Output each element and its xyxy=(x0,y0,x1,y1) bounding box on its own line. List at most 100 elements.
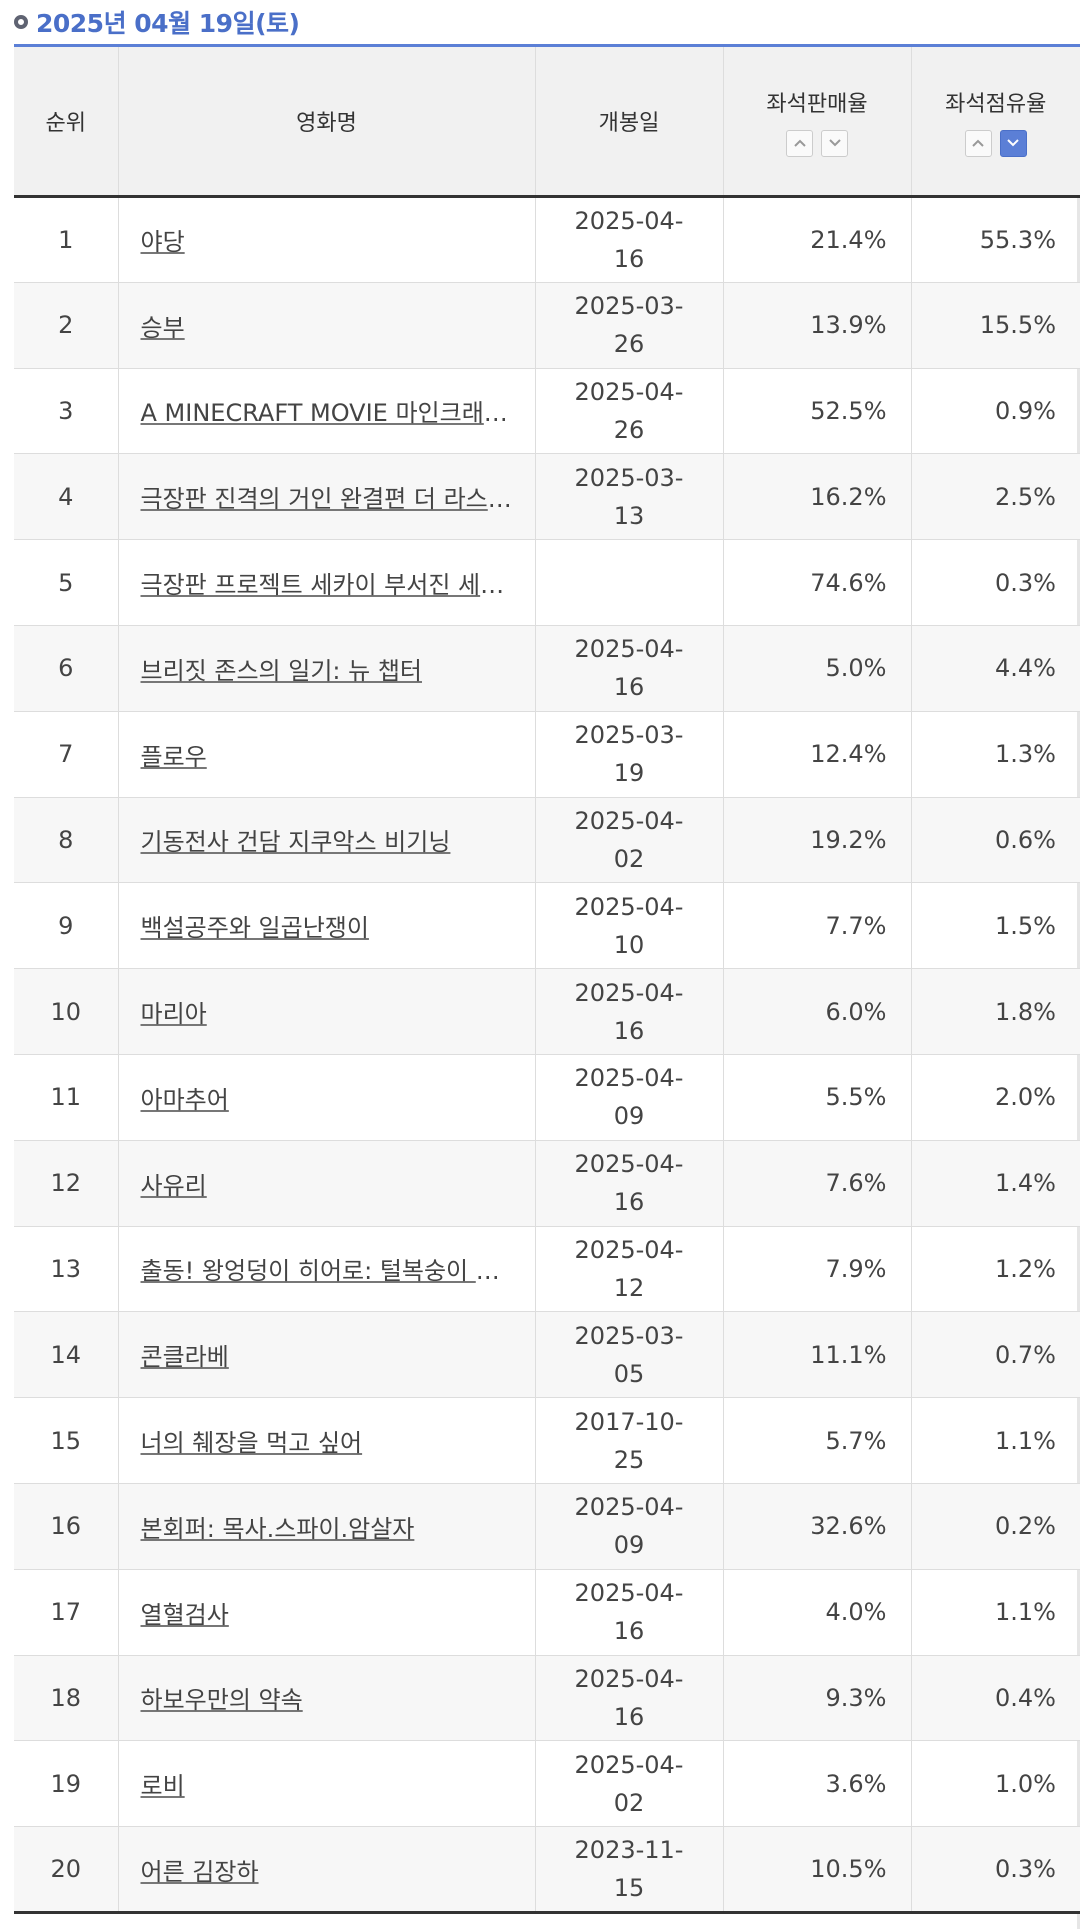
movie-title-link[interactable]: 아마추어 xyxy=(140,1085,229,1114)
table-row: 18 하보우만의 약속 2025-04-16 9.3% 0.4% xyxy=(14,1655,1080,1741)
release-date-cell: 2025-03-19 xyxy=(535,711,724,798)
column-header-rank: 순위 xyxy=(14,45,119,197)
movie-title-link[interactable]: 콘클라베 xyxy=(140,1343,229,1372)
release-date-cell: 2025-04-16 xyxy=(535,625,724,712)
rank-cell: 2 xyxy=(14,282,119,369)
movie-title-link[interactable]: 기동전사 건담 지쿠악스 비기닝 xyxy=(140,828,451,857)
table-row: 4 극장판 진격의 거인 완결편 더 라스트 어택 2025-03-13 16.2% 2… xyxy=(14,453,1080,540)
seat-sales-rate-cell: 12.4% xyxy=(723,711,912,798)
release-date-cell: 2025-04-02 xyxy=(535,1740,724,1827)
release-date-cell: 2017-10-25 xyxy=(535,1397,724,1484)
table-row: 3 A MINECRAFT MOVIE 마인크래프트 무비2025-04-2652… xyxy=(14,368,1080,454)
table-row: 20 어른 김장하 2023-11-15 10.5% 0.3% xyxy=(14,1826,1080,1913)
occupancy-sort-controls xyxy=(913,129,1080,157)
movie-title-link[interactable]: A MINECRAFT MOVIE 마인크래프트 무비 xyxy=(140,399,535,428)
seat-sales-rate-cell: 7.6% xyxy=(723,1140,912,1227)
release-date-cell: 2025-03-05 xyxy=(535,1311,724,1398)
movie-title-link[interactable]: 백설공주와 일곱난쟁이 xyxy=(140,914,369,943)
seat-sales-rate-cell: 11.1% xyxy=(723,1311,912,1398)
seat-sales-rate-cell: 19.2% xyxy=(723,797,912,883)
sort-asc-chevron-up-icon[interactable] xyxy=(964,129,992,157)
sort-desc-chevron-down-icon[interactable] xyxy=(821,129,848,157)
movie-title-link[interactable]: 극장판 진격의 거인 완결편 더 라스트 어택 xyxy=(140,485,535,514)
movie-title-link[interactable]: 브리짓 존스의 일기: 뉴 챕터 xyxy=(140,656,422,685)
table-row: 13 출동! 왕엉덩이 히어로: 털복숭이 꼬마 엉덩이2025-04-127.9… xyxy=(14,1226,1080,1312)
movie-title-link[interactable]: 출동! 왕엉덩이 히어로: 털복숭이 꼬마 엉덩이 xyxy=(140,1257,535,1286)
sort-asc-chevron-up-icon[interactable] xyxy=(786,129,813,157)
movie-title-link[interactable]: 사유리 xyxy=(140,1171,207,1200)
page-title: 2025년 04월 19일(토) xyxy=(36,9,300,38)
movie-title-link[interactable]: 어른 김장하 xyxy=(140,1857,259,1886)
release-date-cell: 2025-04-16 xyxy=(535,196,724,283)
seat-occupancy-rate-cell: 55.3% xyxy=(979,225,1056,254)
rank-cell: 17 xyxy=(14,1569,119,1656)
seat-sales-rate-cell: 6.0% xyxy=(723,968,912,1055)
table-body: 1 야당 2025-04-16 21.4% 55.3% 2 승부 2025-03-26 13.9… xyxy=(14,196,1080,1913)
seat-occupancy-rate-cell: 1.8% xyxy=(995,997,1056,1026)
release-date-cell xyxy=(535,539,724,626)
movie-title-link[interactable]: 본회퍼: 목사.스파이.암살자 xyxy=(140,1514,415,1543)
title-cell: 하보우만의 약속 xyxy=(118,1655,536,1741)
title-cell: 야당 xyxy=(118,196,536,283)
title-cell: 열혈검사 xyxy=(118,1569,536,1656)
rank-cell: 19 xyxy=(14,1740,119,1827)
movie-title-link[interactable]: 플로우 xyxy=(140,742,207,771)
release-date-cell: 2025-04-16 xyxy=(535,1655,724,1741)
title-cell: 사유리 xyxy=(118,1140,536,1227)
seat-sales-rate-cell: 74.6% xyxy=(723,539,912,626)
title-cell: 극장판 프로젝트 세카이 부서진 세카이와 전해지지 않는 미쿠의 노래 xyxy=(118,539,536,626)
rank-cell: 6 xyxy=(14,625,119,712)
movie-title-link[interactable]: 야당 xyxy=(140,228,185,257)
movie-title-link[interactable]: 로비 xyxy=(140,1772,185,1801)
rank-cell: 9 xyxy=(14,882,119,969)
release-date-cell: 2025-04-26 xyxy=(535,368,724,454)
seat-occupancy-rate-cell: 0.6% xyxy=(995,825,1056,854)
movie-title-link[interactable]: 너의 췌장을 먹고 싶어 xyxy=(140,1429,363,1458)
table-row: 17 열혈검사 2025-04-16 4.0% 1.1% xyxy=(14,1569,1080,1656)
table-row: 19 로비 2025-04-02 3.6% 1.0% xyxy=(14,1740,1080,1827)
rank-cell: 18 xyxy=(14,1655,119,1741)
table-row: 11 아마추어 2025-04-09 5.5% 2.0% xyxy=(14,1054,1080,1141)
title-cell: 마리아 xyxy=(118,968,536,1055)
rank-cell: 14 xyxy=(14,1311,119,1398)
sort-desc-chevron-down-icon[interactable] xyxy=(999,129,1027,157)
rank-cell: 13 xyxy=(14,1226,119,1312)
seat-sales-rate-cell: 3.6% xyxy=(723,1740,912,1827)
seat-occupancy-rate-cell: 1.1% xyxy=(995,1598,1056,1627)
seat-occupancy-rate-cell: 15.5% xyxy=(979,311,1056,340)
seat-occupancy-rate-cell: 0.7% xyxy=(995,1340,1056,1369)
rank-cell: 5 xyxy=(14,539,119,626)
table-row: 2 승부 2025-03-26 13.9% 15.5% xyxy=(14,282,1080,369)
table-row: 6 브리짓 존스의 일기: 뉴 챕터 2025-04-16 5.0% 4.4% xyxy=(14,625,1080,712)
title-cell: 로비 xyxy=(118,1740,536,1827)
rank-cell: 10 xyxy=(14,968,119,1055)
movie-title-link[interactable]: 열혈검사 xyxy=(140,1600,229,1629)
seat-sales-rate-cell: 5.5% xyxy=(723,1054,912,1141)
table-row: 8 기동전사 건담 지쿠악스 비기닝 2025-04-02 19.2% 0.6% xyxy=(14,797,1080,883)
column-header-sales-label: 좌석판매율 xyxy=(766,91,868,117)
seat-occupancy-rate-cell: 4.4% xyxy=(995,654,1056,683)
date-header: 2025년 04월 19일(토) xyxy=(14,0,300,44)
sales-sort-controls xyxy=(725,129,910,157)
seat-occupancy-rate-cell: 0.9% xyxy=(995,396,1056,425)
movie-title-link[interactable]: 하보우만의 약속 xyxy=(140,1686,303,1715)
rank-cell: 4 xyxy=(14,453,119,540)
seat-occupancy-rate-cell: 1.3% xyxy=(995,740,1056,769)
rank-cell: 16 xyxy=(14,1483,119,1570)
movie-title-link[interactable]: 극장판 프로젝트 세카이 부서진 세카이와 전해지지 않는 미쿠의 노래 xyxy=(140,571,535,600)
scroll-edge xyxy=(1077,44,1080,1929)
column-header-title: 영화명 xyxy=(118,45,536,197)
seat-occupancy-rate-cell: 1.5% xyxy=(995,911,1056,940)
title-cell: 본회퍼: 목사.스파이.암살자 xyxy=(118,1483,536,1570)
seat-sales-rate-cell: 13.9% xyxy=(723,282,912,369)
seat-sales-rate-cell: 9.3% xyxy=(723,1655,912,1741)
movie-title-link[interactable]: 승부 xyxy=(140,313,185,342)
column-header-sales: 좌석판매율 xyxy=(723,45,912,197)
seat-sales-rate-cell: 21.4% xyxy=(723,196,912,283)
release-date-cell: 2025-04-12 xyxy=(535,1226,724,1312)
column-header-occupancy: 좌석점유율 xyxy=(911,46,1080,197)
movie-title-link[interactable]: 마리아 xyxy=(140,1000,207,1029)
seat-sales-rate-cell: 16.2% xyxy=(723,453,912,540)
title-cell: 너의 췌장을 먹고 싶어 xyxy=(118,1397,536,1484)
title-cell: 어른 김장하 xyxy=(118,1826,536,1913)
